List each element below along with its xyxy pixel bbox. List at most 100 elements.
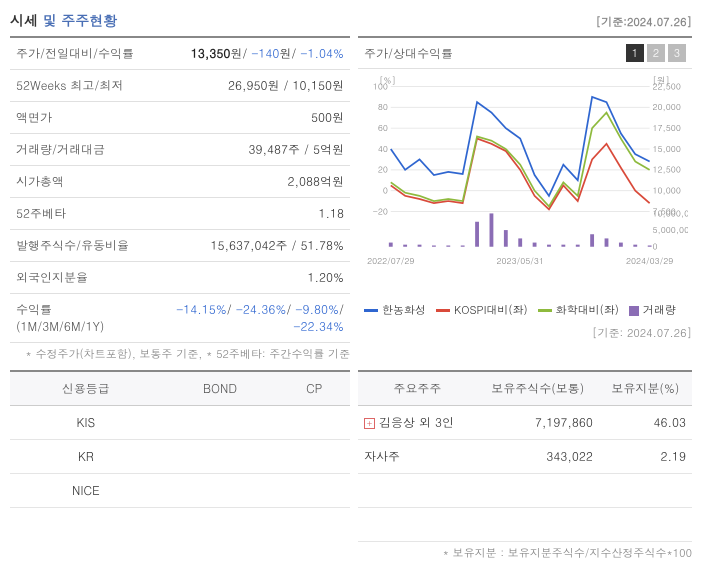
chart-tab-1[interactable]: 1 bbox=[626, 44, 644, 62]
holder-pct: 46.03 bbox=[599, 406, 692, 440]
stat-label: 시가총액 bbox=[10, 166, 150, 198]
rating-cell bbox=[162, 440, 279, 474]
stat-label: 발행주식수/유동비율 bbox=[10, 230, 150, 262]
rating-header: 신용등급 bbox=[10, 371, 162, 406]
rating-cell bbox=[278, 440, 350, 474]
stat-label: 52Weeks 최고/최저 bbox=[10, 70, 150, 102]
rating-cell bbox=[162, 406, 279, 440]
stat-value: 500원 bbox=[150, 102, 350, 134]
holders-header: 주요주주 bbox=[358, 371, 477, 406]
stat-label: 액면가 bbox=[10, 102, 150, 134]
chart-tab-3[interactable]: 3 bbox=[668, 44, 686, 62]
stats-table: 주가/전일대비/수익률13,350원/ -140원/ -1.04%52Weeks… bbox=[10, 36, 350, 343]
stat-value: 39,487주 / 5억원 bbox=[150, 134, 350, 166]
title-blue: 및 주주현황 bbox=[43, 10, 118, 30]
rating-cell bbox=[162, 474, 279, 508]
svg-text:2024/03/29: 2024/03/29 bbox=[626, 255, 673, 267]
stat-row: 시가총액2,088억원 bbox=[10, 166, 350, 198]
chart-tab-2[interactable]: 2 bbox=[647, 44, 665, 62]
stat-value: 13,350원/ -140원/ -1.04% bbox=[150, 37, 350, 70]
svg-text:[원]: [원] bbox=[653, 75, 670, 87]
stat-value: 1.20% bbox=[150, 262, 350, 294]
basis-date: [기준:2024.07.26] bbox=[596, 15, 692, 30]
rating-header: BOND bbox=[162, 371, 279, 406]
table-row: KR bbox=[10, 440, 350, 474]
table-row: +김응상 외 3인7,197,86046.03 bbox=[358, 406, 692, 440]
legend-swatch bbox=[629, 306, 639, 316]
rating-cell bbox=[278, 474, 350, 508]
stat-label: 주가/전일대비/수익률 bbox=[10, 37, 150, 70]
rating-cell: KIS bbox=[10, 406, 162, 440]
chart-legend: 한농화성 KOSPI대비(좌) 화학대비(좌) 거래량 bbox=[358, 299, 692, 322]
legend-label: KOSPI대비(좌) bbox=[454, 303, 528, 318]
stat-row: 발행주식수/유동비율15,637,042주 / 51.78% bbox=[10, 230, 350, 262]
table-row: NICE bbox=[10, 474, 350, 508]
holder-pct: 2.19 bbox=[599, 440, 692, 474]
svg-text:10,000,000: 10,000,000 bbox=[653, 207, 688, 219]
svg-text:40: 40 bbox=[378, 143, 388, 155]
stat-row: 액면가500원 bbox=[10, 102, 350, 134]
svg-text:60: 60 bbox=[378, 122, 388, 134]
svg-text:15,000: 15,000 bbox=[653, 143, 681, 155]
svg-text:0: 0 bbox=[383, 185, 388, 197]
legend-label: 거래량 bbox=[643, 303, 676, 318]
stat-row: 수익률 (1M/3M/6M/1Y)-14.15%/ -24.36%/ -9.80… bbox=[10, 294, 350, 343]
svg-text:-20: -20 bbox=[373, 205, 388, 217]
stat-value: -14.15%/ -24.36%/ -9.80%/ -22.34% bbox=[150, 294, 350, 343]
holder-shares: 7,197,860 bbox=[477, 406, 599, 440]
legend-swatch bbox=[436, 309, 450, 312]
rating-cell bbox=[278, 406, 350, 440]
stat-row: 거래량/거래대금39,487주 / 5억원 bbox=[10, 134, 350, 166]
svg-text:2022/07/29: 2022/07/29 bbox=[367, 255, 414, 267]
stat-label: 수익률 (1M/3M/6M/1Y) bbox=[10, 294, 150, 343]
svg-text:17,500: 17,500 bbox=[653, 122, 681, 134]
svg-text:20: 20 bbox=[378, 164, 388, 176]
rating-header: CP bbox=[278, 371, 350, 406]
svg-text:[%]: [%] bbox=[379, 75, 396, 87]
legend-item: 화학대비(좌) bbox=[538, 303, 619, 318]
stat-value: 1.18 bbox=[150, 198, 350, 230]
svg-text:20,000: 20,000 bbox=[653, 101, 681, 113]
title-black: 시세 bbox=[10, 10, 38, 30]
stat-row: 52주베타1.18 bbox=[10, 198, 350, 230]
holders-table: 주요주주보유주식수(보통)보유지분(%) +김응상 외 3인7,197,8604… bbox=[358, 370, 692, 542]
rating-cell: KR bbox=[10, 440, 162, 474]
legend-swatch bbox=[364, 309, 378, 312]
holder-name-cell: 자사주 bbox=[358, 440, 477, 474]
legend-label: 화학대비(좌) bbox=[556, 303, 619, 318]
table-row: 자사주 343,0222.19 bbox=[358, 440, 692, 474]
rating-cell: NICE bbox=[10, 474, 162, 508]
holders-header: 보유주식수(보통) bbox=[477, 371, 599, 406]
holders-footnote: * 보유지분 : 보유지분주식수/지수산정주식수*100 bbox=[358, 546, 692, 561]
stat-label: 외국인지분율 bbox=[10, 262, 150, 294]
svg-text:10,000: 10,000 bbox=[653, 185, 681, 197]
svg-text:5,000,000: 5,000,000 bbox=[653, 224, 688, 236]
table-row: KIS bbox=[10, 406, 350, 440]
holder-shares: 343,022 bbox=[477, 440, 599, 474]
table-row bbox=[358, 474, 692, 508]
holder-name: 자사주 bbox=[364, 448, 400, 465]
chart-area: -200204060801007,50010,00012,50015,00017… bbox=[358, 69, 692, 299]
legend-item: 거래량 bbox=[629, 303, 676, 318]
stats-footnote: * 수정주가(차트포함), 보통주 기준, * 52주베타: 주간수익률 기준 bbox=[10, 347, 350, 362]
stat-row: 52Weeks 최고/최저26,950원 / 10,150원 bbox=[10, 70, 350, 102]
stat-row: 외국인지분율1.20% bbox=[10, 262, 350, 294]
stat-label: 거래량/거래대금 bbox=[10, 134, 150, 166]
svg-text:80: 80 bbox=[378, 101, 388, 113]
expand-icon[interactable]: + bbox=[364, 418, 375, 429]
stat-value: 2,088억원 bbox=[150, 166, 350, 198]
svg-text:0: 0 bbox=[653, 241, 658, 253]
holders-header: 보유지분(%) bbox=[599, 371, 692, 406]
svg-text:2023/05/31: 2023/05/31 bbox=[497, 255, 544, 267]
rating-table: 신용등급BONDCP KIS KR NICE bbox=[10, 370, 350, 508]
stat-value: 15,637,042주 / 51.78% bbox=[150, 230, 350, 262]
legend-item: KOSPI대비(좌) bbox=[436, 303, 528, 318]
chart-title: 주가/상대수익률 bbox=[364, 45, 453, 62]
legend-label: 한농화성 bbox=[382, 303, 426, 318]
stat-row: 주가/전일대비/수익률13,350원/ -140원/ -1.04% bbox=[10, 37, 350, 70]
chart-tabs: 123 bbox=[626, 44, 686, 62]
chart-header: 주가/상대수익률 123 bbox=[358, 36, 692, 69]
chart-basis-date: [기준: 2024.07.26] bbox=[358, 326, 692, 341]
stat-label: 52주베타 bbox=[10, 198, 150, 230]
stat-value: 26,950원 / 10,150원 bbox=[150, 70, 350, 102]
